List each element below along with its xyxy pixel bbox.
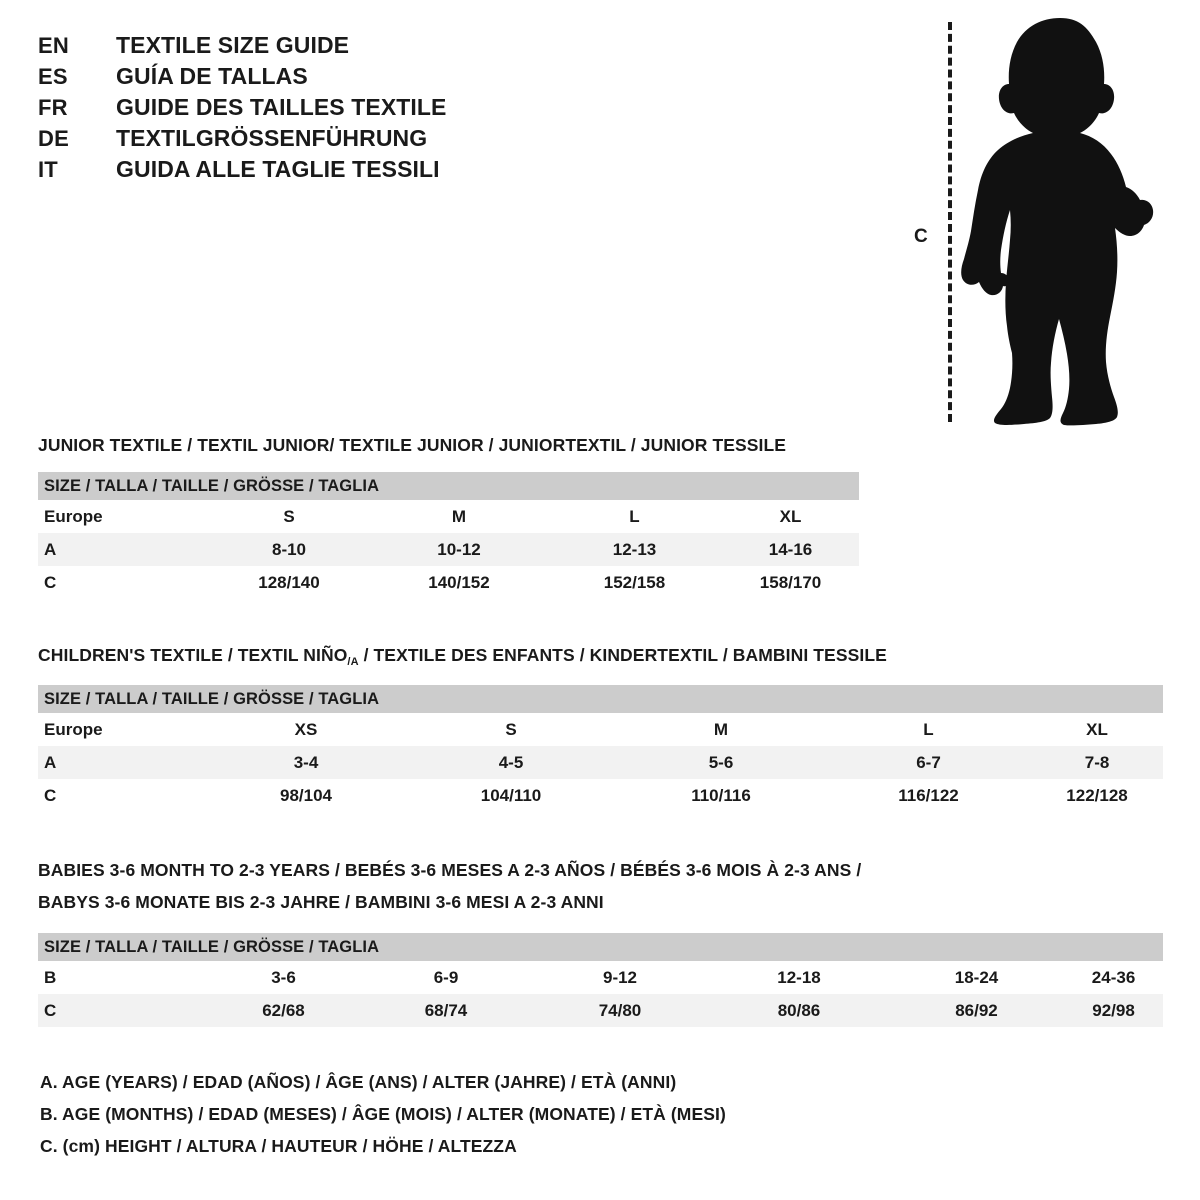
- children-size-l: L: [826, 713, 1031, 746]
- table-row: A 8-10 10-12 12-13 14-16: [38, 533, 860, 566]
- children-age-s: 4-5: [406, 746, 616, 779]
- children-height-xs: 98/104: [206, 779, 406, 812]
- junior-section-heading: JUNIOR TEXTILE / TEXTIL JUNIOR/ TEXTILE …: [38, 435, 787, 455]
- language-code-fr: FR: [38, 95, 68, 120]
- children-height-m: 110/116: [616, 779, 826, 812]
- legend-line-b: B. AGE (MONTHS) / EDAD (MESES) / ÂGE (MO…: [40, 1104, 726, 1124]
- babies-months-4: 12-18: [709, 961, 889, 994]
- babies-months-2: 6-9: [361, 961, 531, 994]
- table-row: B 3-6 6-9 9-12 12-18 18-24 24-36: [38, 961, 1164, 994]
- babies-height-2: 68/74: [361, 994, 531, 1027]
- babies-textile-section: BABIES 3-6 MONTH TO 2-3 YEARS / BEBÉS 3-…: [38, 857, 1164, 1027]
- babies-row-label-b: B: [38, 961, 206, 994]
- legend-line-a: A. AGE (YEARS) / EDAD (AÑOS) / ÂGE (ANS)…: [40, 1072, 677, 1092]
- height-measure-label: C: [914, 226, 928, 247]
- junior-age-s: 8-10: [207, 533, 371, 566]
- language-code-es: ES: [38, 64, 68, 89]
- children-height-xl: 122/128: [1031, 779, 1164, 812]
- children-age-m: 5-6: [616, 746, 826, 779]
- language-row-it: IT GUIDA ALLE TAGLIE TESSILI: [38, 156, 598, 187]
- junior-height-m: 140/152: [371, 566, 547, 599]
- language-title-es: GUÍA DE TALLAS: [116, 63, 308, 89]
- children-heading-part2: / TEXTILE DES ENFANTS / KINDERTEXTIL / B…: [358, 645, 887, 665]
- junior-height-xl: 158/170: [722, 566, 860, 599]
- junior-age-xl: 14-16: [722, 533, 860, 566]
- children-height-l: 116/122: [826, 779, 1031, 812]
- height-dashed-line: [948, 22, 952, 422]
- babies-size-table: SIZE / TALLA / TAILLE / GRÖSSE / TAGLIA …: [38, 933, 1164, 1027]
- junior-height-s: 128/140: [207, 566, 371, 599]
- children-band-label: SIZE / TALLA / TAILLE / GRÖSSE / TAGLIA: [38, 685, 1164, 713]
- children-age-xs: 3-4: [206, 746, 406, 779]
- children-heading-subscript: /A: [347, 656, 359, 668]
- table-row: C 98/104 104/110 110/116 116/122 122/128: [38, 779, 1164, 812]
- babies-height-4: 80/86: [709, 994, 889, 1027]
- babies-row-label-c: C: [38, 994, 206, 1027]
- junior-size-xl: XL: [722, 500, 860, 533]
- children-size-xl: XL: [1031, 713, 1164, 746]
- junior-size-s: S: [207, 500, 371, 533]
- legend-block: A. AGE (YEARS) / EDAD (AÑOS) / ÂGE (ANS)…: [40, 1066, 900, 1162]
- language-row-en: EN TEXTILE SIZE GUIDE: [38, 32, 598, 63]
- language-title-de: TEXTILGRÖSSENFÜHRUNG: [116, 125, 428, 151]
- children-age-xl: 7-8: [1031, 746, 1164, 779]
- junior-row-label-europe: Europe: [38, 500, 207, 533]
- junior-textile-section: JUNIOR TEXTILE / TEXTIL JUNIOR/ TEXTILE …: [38, 432, 860, 599]
- children-heading-part1: CHILDREN'S TEXTILE / TEXTIL NIÑO: [38, 645, 348, 665]
- children-size-m: M: [616, 713, 826, 746]
- babies-height-1: 62/68: [206, 994, 361, 1027]
- children-textile-section: CHILDREN'S TEXTILE / TEXTIL NIÑO/A / TEX…: [38, 642, 1164, 812]
- babies-months-3: 9-12: [531, 961, 709, 994]
- language-code-it: IT: [38, 157, 58, 182]
- table-row: Europe S M L XL: [38, 500, 860, 533]
- junior-height-l: 152/158: [547, 566, 722, 599]
- table-row: C 128/140 140/152 152/158 158/170: [38, 566, 860, 599]
- children-row-label-a: A: [38, 746, 206, 779]
- children-table-band-row: SIZE / TALLA / TAILLE / GRÖSSE / TAGLIA: [38, 685, 1164, 713]
- children-row-label-europe: Europe: [38, 713, 206, 746]
- children-size-xs: XS: [206, 713, 406, 746]
- junior-age-m: 10-12: [371, 533, 547, 566]
- language-row-fr: FR GUIDE DES TAILLES TEXTILE: [38, 94, 598, 125]
- junior-row-label-c: C: [38, 566, 207, 599]
- babies-height-3: 74/80: [531, 994, 709, 1027]
- legend-line-c: C. (cm) HEIGHT / ALTURA / HAUTEUR / HÖHE…: [40, 1136, 517, 1156]
- babies-months-1: 3-6: [206, 961, 361, 994]
- children-section-heading: CHILDREN'S TEXTILE / TEXTIL NIÑO/A / TEX…: [38, 642, 1163, 671]
- language-code-de: DE: [38, 126, 69, 151]
- language-title-en: TEXTILE SIZE GUIDE: [116, 32, 350, 58]
- babies-height-5: 86/92: [889, 994, 1064, 1027]
- height-figure-block: C: [900, 8, 1160, 428]
- language-title-fr: GUIDE DES TAILLES TEXTILE: [116, 94, 447, 120]
- babies-section-heading-line2: BABYS 3-6 MONATE BIS 2-3 JAHRE / BAMBINI…: [38, 892, 604, 912]
- table-row: A 3-4 4-5 5-6 6-7 7-8: [38, 746, 1164, 779]
- children-age-l: 6-7: [826, 746, 1031, 779]
- children-row-label-c: C: [38, 779, 206, 812]
- babies-band-label: SIZE / TALLA / TAILLE / GRÖSSE / TAGLIA: [38, 933, 1164, 961]
- children-height-s: 104/110: [406, 779, 616, 812]
- table-row: C 62/68 68/74 74/80 80/86 86/92 92/98: [38, 994, 1164, 1027]
- junior-size-m: M: [371, 500, 547, 533]
- junior-band-label: SIZE / TALLA / TAILLE / GRÖSSE / TAGLIA: [38, 472, 860, 500]
- table-row: Europe XS S M L XL: [38, 713, 1164, 746]
- junior-size-table: SIZE / TALLA / TAILLE / GRÖSSE / TAGLIA …: [38, 472, 860, 599]
- language-row-es: ES GUÍA DE TALLAS: [38, 63, 598, 94]
- babies-height-6: 92/98: [1064, 994, 1164, 1027]
- junior-size-l: L: [547, 500, 722, 533]
- babies-section-heading-line1: BABIES 3-6 MONTH TO 2-3 YEARS / BEBÉS 3-…: [38, 860, 862, 880]
- junior-row-label-a: A: [38, 533, 207, 566]
- junior-table-band-row: SIZE / TALLA / TAILLE / GRÖSSE / TAGLIA: [38, 472, 860, 500]
- children-size-table: SIZE / TALLA / TAILLE / GRÖSSE / TAGLIA …: [38, 685, 1164, 812]
- babies-months-6: 24-36: [1064, 961, 1164, 994]
- language-title-it: GUIDA ALLE TAGLIE TESSILI: [116, 156, 440, 182]
- toddler-silhouette-icon: [961, 18, 1154, 426]
- language-row-de: DE TEXTILGRÖSSENFÜHRUNG: [38, 125, 598, 156]
- children-size-s: S: [406, 713, 616, 746]
- junior-age-l: 12-13: [547, 533, 722, 566]
- language-header-block: EN TEXTILE SIZE GUIDE ES GUÍA DE TALLAS …: [38, 32, 598, 187]
- babies-months-5: 18-24: [889, 961, 1064, 994]
- babies-table-band-row: SIZE / TALLA / TAILLE / GRÖSSE / TAGLIA: [38, 933, 1164, 961]
- language-code-en: EN: [38, 33, 69, 58]
